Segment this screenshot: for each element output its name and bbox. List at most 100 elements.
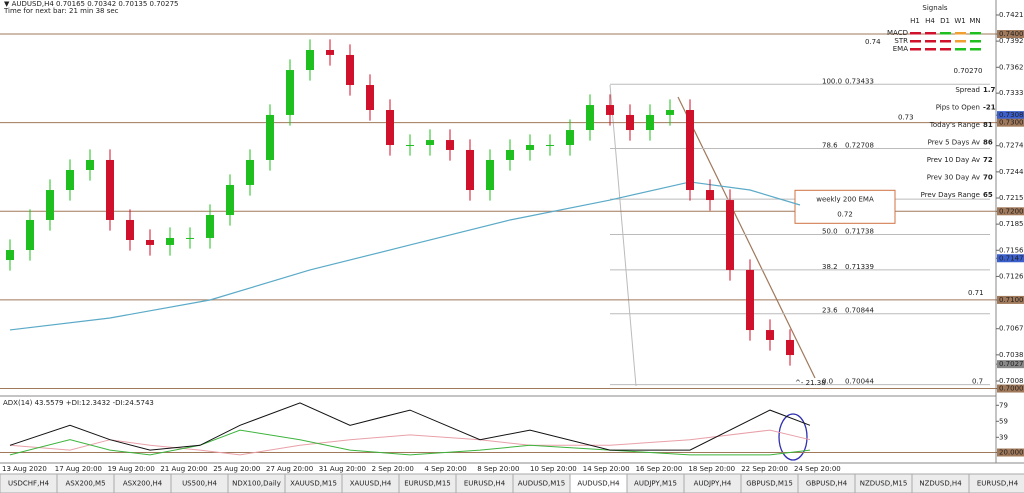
tab-label[interactable]: NDX100,Daily bbox=[232, 480, 281, 488]
candle-body bbox=[266, 114, 274, 160]
tab-label[interactable]: AUDUSD,H4 bbox=[577, 480, 620, 488]
signal-cell bbox=[925, 48, 936, 51]
adx-label: 39 bbox=[999, 433, 1008, 441]
plus_di-line bbox=[9, 429, 811, 456]
ema200-line bbox=[9, 181, 801, 331]
signal-col: MN bbox=[969, 17, 980, 25]
axis-label-bg bbox=[997, 207, 1024, 216]
tab[interactable] bbox=[968, 473, 1024, 493]
candle-body bbox=[326, 50, 334, 55]
signal-col: W1 bbox=[954, 17, 965, 25]
pips-note: ^- 21.38 bbox=[795, 379, 826, 387]
candle-body bbox=[226, 184, 234, 216]
ema-box-value: 0.72 bbox=[837, 210, 853, 218]
tab-label[interactable]: EURUSD,H4 bbox=[977, 480, 1019, 488]
axis-label: 0.72445 bbox=[999, 168, 1024, 176]
signal-cell bbox=[955, 32, 966, 35]
candle-body bbox=[706, 190, 714, 201]
stat-label: Today's Range bbox=[929, 121, 980, 129]
signal-col: H4 bbox=[925, 17, 935, 25]
tab-label[interactable]: USDCHF,H4 bbox=[8, 480, 50, 488]
candle-body bbox=[286, 70, 294, 115]
tab-label[interactable]: NZDUSD,M15 bbox=[860, 480, 908, 488]
axis-label: 0.70275 bbox=[999, 360, 1024, 368]
candle-body bbox=[46, 190, 54, 220]
tab-label[interactable]: ASX200,M5 bbox=[65, 480, 105, 488]
candle-body bbox=[6, 250, 14, 261]
axis-label: 0.73333 bbox=[999, 89, 1024, 97]
candle-body bbox=[746, 269, 754, 331]
candle-body bbox=[586, 105, 594, 131]
tab-label[interactable]: AUDJPY,H4 bbox=[694, 480, 732, 488]
date-label: 24 Sep 20:00 bbox=[794, 465, 841, 473]
ema-box-text: weekly 200 EMA bbox=[816, 195, 874, 203]
candle-body bbox=[86, 159, 94, 170]
level-label: 0.74 bbox=[865, 38, 881, 46]
candle-body bbox=[766, 330, 774, 340]
axis-label-bg bbox=[997, 118, 1024, 127]
price-now: 0.70270 bbox=[954, 67, 983, 75]
stat-value: 1.7 bbox=[983, 86, 996, 94]
fib-price: 0.71738 bbox=[845, 228, 874, 236]
tab-label[interactable]: XAUUSD,M15 bbox=[290, 480, 337, 488]
tab-label[interactable]: EURUSD,H4 bbox=[464, 480, 506, 488]
signal-row: MACD bbox=[887, 29, 908, 37]
highlight-circle bbox=[778, 413, 808, 461]
tab-label[interactable]: US500,H4 bbox=[182, 480, 217, 488]
fib-price: 0.70844 bbox=[845, 307, 874, 315]
fib-level: 38.2 bbox=[822, 263, 838, 271]
candle-body bbox=[126, 219, 134, 241]
date-label: 25 Aug 20:00 bbox=[213, 465, 260, 473]
stat-value: 81 bbox=[983, 121, 993, 129]
minus_di-line bbox=[9, 429, 811, 456]
signal-cell bbox=[970, 40, 981, 43]
axis-label-bg bbox=[997, 360, 1024, 369]
candle-body bbox=[206, 215, 214, 238]
candle-body bbox=[506, 149, 514, 160]
fib-level: 78.6 bbox=[822, 142, 838, 150]
date-label: 21 Aug 20:00 bbox=[160, 465, 207, 473]
signal-cell bbox=[910, 40, 921, 43]
signal-col: H1 bbox=[910, 17, 920, 25]
signal-row: STR bbox=[894, 37, 908, 45]
fib-price: 0.73433 bbox=[845, 77, 874, 85]
candle-body bbox=[26, 219, 34, 251]
axis-label-bg bbox=[997, 448, 1024, 457]
candle-body bbox=[146, 240, 154, 245]
tab-label[interactable]: XAUUSD,H4 bbox=[350, 480, 392, 488]
stat-value: 65 bbox=[983, 191, 993, 199]
tab-label[interactable]: GBPUSD,M15 bbox=[746, 480, 793, 488]
candle-body bbox=[726, 200, 734, 270]
candle-body bbox=[346, 54, 354, 86]
tab-label[interactable]: ASX200,H4 bbox=[123, 480, 163, 488]
fib-price: 0.71339 bbox=[845, 263, 874, 271]
tab-label[interactable]: NZDUSD,H4 bbox=[919, 480, 962, 488]
candle-body bbox=[546, 145, 554, 147]
date-label: 16 Sep 20:00 bbox=[636, 465, 683, 473]
signal-cell bbox=[970, 48, 981, 51]
signal-cell bbox=[910, 48, 921, 51]
tab-label[interactable]: GBPUSD,H4 bbox=[806, 480, 848, 488]
signal-cell bbox=[925, 40, 936, 43]
axis-label: 0.71855 bbox=[999, 220, 1024, 228]
date-label: 4 Sep 20:00 bbox=[424, 465, 466, 473]
candle-body bbox=[106, 159, 114, 220]
stat-label: Prev Days Range bbox=[921, 191, 980, 199]
tab-label[interactable]: AUDJPY,M15 bbox=[634, 480, 677, 488]
axis-label: 0.70675 bbox=[999, 325, 1024, 333]
chart-layer: 0.74 0.73 0.71 0.7 100.00.73433 78.6 0.72 70 86 1… bbox=[0, 4, 1024, 493]
tab-label[interactable]: AUDUSD,M15 bbox=[518, 480, 565, 488]
fib-level: 0.0 bbox=[822, 378, 833, 386]
axis-label-bg bbox=[997, 30, 1024, 39]
axis-label-bg bbox=[997, 295, 1024, 304]
axis-label: 0.73085 bbox=[999, 111, 1024, 119]
tab-label[interactable]: EURUSD,M15 bbox=[404, 480, 451, 488]
stat-label: Prev 30 Day Av bbox=[927, 174, 980, 182]
